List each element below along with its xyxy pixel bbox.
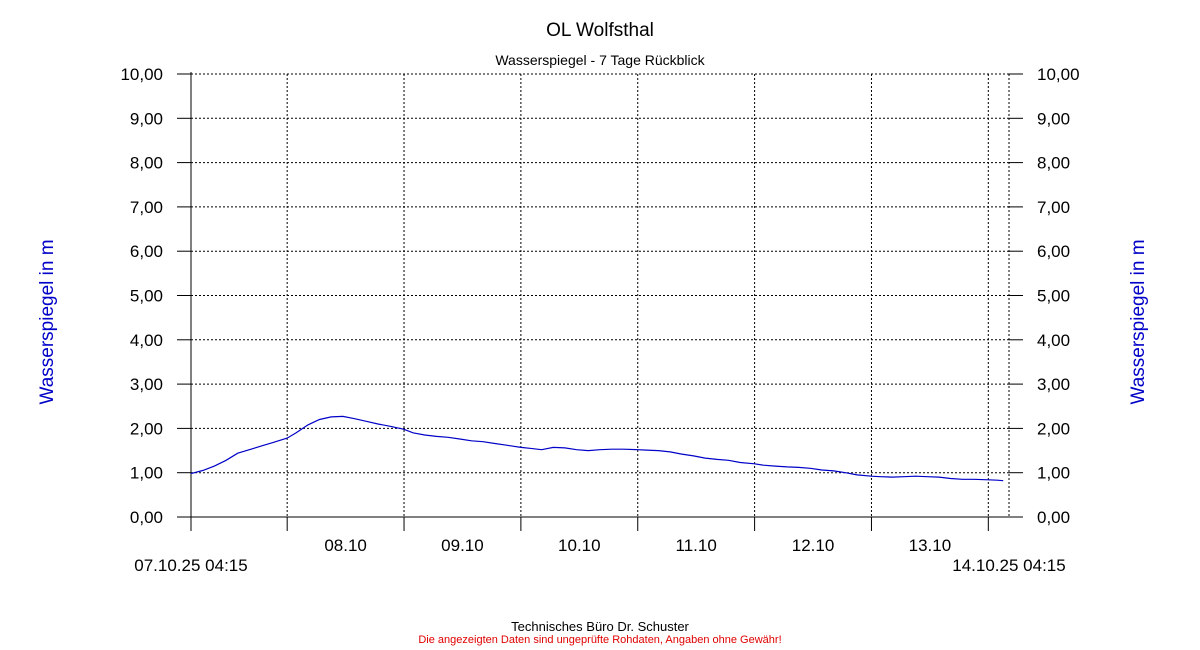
chart-subtitle: Wasserspiegel - 7 Tage Rückblick xyxy=(495,52,705,68)
chart-title: OL Wolfsthal xyxy=(546,20,654,41)
y-tick-label-right: 1,00 xyxy=(1037,464,1070,483)
y-tick-label-right: 10,00 xyxy=(1037,65,1080,84)
y-tick-label-left: 0,00 xyxy=(130,508,163,527)
x-tick-label: 12.10 xyxy=(792,536,835,555)
y-tick-label-left: 1,00 xyxy=(130,464,163,483)
y-tick-label-left: 7,00 xyxy=(130,198,163,217)
y-tick-label-left: 3,00 xyxy=(130,375,163,394)
x-tick-label: 09.10 xyxy=(441,536,484,555)
y-tick-label-left: 9,00 xyxy=(130,109,163,128)
y-tick-label-left: 5,00 xyxy=(130,287,163,306)
x-tick-label: 08.10 xyxy=(324,536,367,555)
y-tick-label-right: 8,00 xyxy=(1037,154,1070,173)
x-end-label: 14.10.25 04:15 xyxy=(952,556,1065,575)
y-tick-label-right: 7,00 xyxy=(1037,198,1070,217)
y-tick-label-left: 6,00 xyxy=(130,242,163,261)
x-start-label: 07.10.25 04:15 xyxy=(134,556,247,575)
y-tick-label-right: 9,00 xyxy=(1037,109,1070,128)
y-tick-label-left: 2,00 xyxy=(130,419,163,438)
series-line xyxy=(190,415,1004,482)
y-tick-label-right: 5,00 xyxy=(1037,287,1070,306)
axes xyxy=(177,72,1023,531)
y-tick-label-right: 4,00 xyxy=(1037,331,1070,350)
y-tick-label-right: 3,00 xyxy=(1037,375,1070,394)
y-axis-label-left: Wasserspiegel in m xyxy=(37,239,58,404)
x-tick-label: 11.10 xyxy=(676,536,717,555)
footer-credit: Technisches Büro Dr. Schuster xyxy=(511,619,689,634)
y-tick-label-left: 8,00 xyxy=(130,154,163,173)
y-tick-label-right: 0,00 xyxy=(1037,508,1070,527)
y-tick-label-right: 2,00 xyxy=(1037,419,1070,438)
grid xyxy=(191,73,1010,517)
x-tick-label: 10.10 xyxy=(558,536,601,555)
tick-labels: 0,00 0,00 1,00 1,00 2,00 2,00 3,00 3,00 4,00 4,00… xyxy=(120,65,1079,555)
footer-disclaimer: Die angezeigten Daten sind ungeprüfte Ro… xyxy=(418,634,782,646)
y-tick-label-left: 4,00 xyxy=(130,331,163,350)
y-axis-label-right: Wasserspiegel in m xyxy=(1128,239,1149,404)
series-layer xyxy=(190,415,1004,482)
x-tick-label: 13.10 xyxy=(909,536,952,555)
y-tick-label-right: 6,00 xyxy=(1037,242,1070,261)
y-tick-label-left: 10,00 xyxy=(120,65,163,84)
